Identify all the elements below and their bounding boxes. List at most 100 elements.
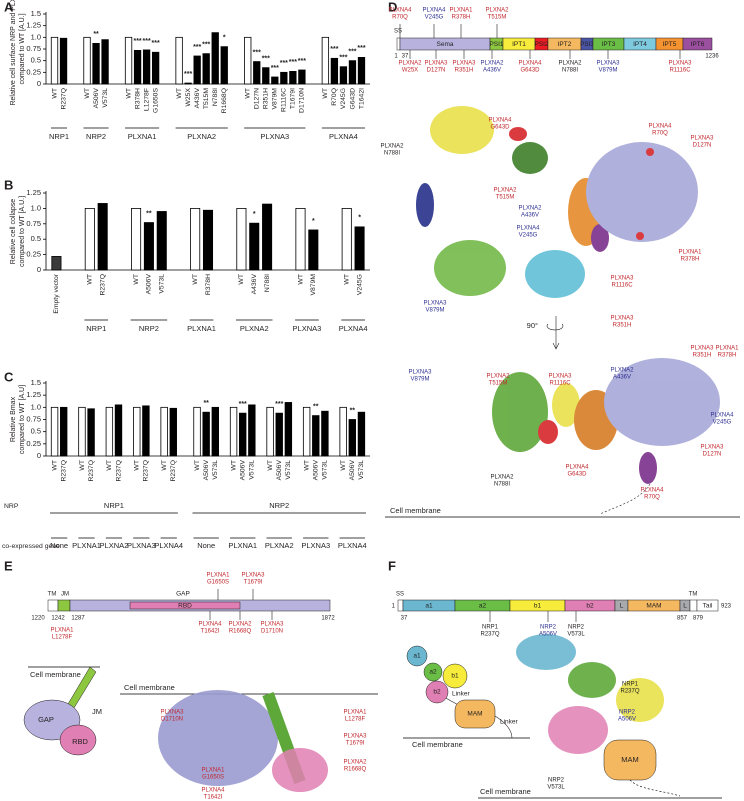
bar <box>87 408 95 457</box>
y-tick-label: 0 <box>37 451 41 460</box>
mutation-gene: PLXNA3 <box>668 61 692 67</box>
mutation-gene: PLXNA3 <box>241 573 265 579</box>
group-label: PLXNA1 <box>128 132 157 141</box>
mutation-name: R378H <box>452 15 471 21</box>
x-tick-label: R237Q <box>99 274 106 296</box>
x-tick-label: R378H <box>134 88 141 109</box>
y-axis-title: compared to WT [A.U] <box>19 385 26 454</box>
bar <box>193 406 201 457</box>
mutation-name: A506V <box>618 717 636 723</box>
x-tick-label: A506V <box>240 460 247 481</box>
mutation-gene: PLXNA1 <box>343 710 367 716</box>
position: 1242 <box>51 616 65 622</box>
mutation-name: R351H <box>455 68 474 74</box>
x-tick-label: R378H <box>205 274 212 295</box>
x-tick-label: V573L <box>358 460 365 480</box>
ipt2-blob <box>512 142 548 174</box>
domain-label: b2 <box>586 603 594 610</box>
group-label: PLXNA3 <box>127 541 156 550</box>
mutation-gene: PLXNA3 <box>690 136 714 142</box>
x-tick-label: D1710N <box>299 88 306 113</box>
mutation-name: A436V <box>483 68 501 74</box>
mutation-gene: PLXNA4 <box>710 413 734 419</box>
bar <box>312 415 320 457</box>
x-tick-label: A436V <box>194 88 201 109</box>
group-label: NRP1 <box>49 132 69 141</box>
x-tick-label: T515M <box>203 88 210 109</box>
sema-blob <box>604 358 720 446</box>
group-label: PLXNA1 <box>72 541 101 550</box>
significance: ** <box>350 407 356 414</box>
mutation-name: V245G <box>713 420 732 426</box>
bar <box>133 50 142 85</box>
linker-label: Linker <box>500 719 519 726</box>
x-tick-label: R237Q <box>170 460 177 482</box>
mutation-name: R70Q <box>392 15 408 21</box>
position: 879 <box>693 616 704 622</box>
mutation-name: A506V <box>539 632 557 638</box>
x-tick-label: V573L <box>102 88 109 108</box>
bar <box>330 57 339 85</box>
domain <box>47 599 59 612</box>
significance: *** <box>298 58 306 65</box>
group-label: NRP2 <box>139 324 159 333</box>
mutation-gene: PLXNA4 <box>201 788 225 794</box>
position: 37 <box>402 54 409 60</box>
y-tick-label: 0.5 <box>31 427 41 436</box>
mutation-name: D1710N <box>161 717 183 723</box>
mutation-gene: PLXNA2 <box>490 475 514 481</box>
membrane-label: Cell membrane <box>390 506 441 515</box>
x-tick-label: R70Q <box>331 88 338 106</box>
position: 857 <box>677 616 688 622</box>
y-tick-label: 0.25 <box>26 250 41 259</box>
x-tick-label: WT <box>230 460 237 471</box>
bar <box>190 207 201 271</box>
significance: ** <box>203 400 209 407</box>
significance: * <box>312 218 315 225</box>
mutation-gene: PLXNA4 <box>518 61 542 67</box>
mutation-name: D127N <box>703 452 722 458</box>
mutation-gene: NRP2 <box>548 778 565 784</box>
ipt1-blob <box>552 383 580 427</box>
mutation-name: T515M <box>489 381 508 387</box>
x-tick-label: WT <box>125 88 132 99</box>
x-tick-label: A436V <box>251 274 258 295</box>
x-tick-label: D127N <box>254 88 261 109</box>
bar <box>142 405 150 457</box>
x-tick-label: WT <box>192 274 199 285</box>
position: 923 <box>721 604 732 610</box>
domain-label: RBD <box>178 603 192 610</box>
position: 1872 <box>321 616 335 622</box>
domain-label: IPT5 <box>663 41 677 48</box>
membrane-label: Cell membrane <box>30 670 81 679</box>
y-tick-label: 0.5 <box>31 234 41 243</box>
mutation-name: R1668Q <box>229 629 252 635</box>
x-tick-label: V879M <box>310 274 317 296</box>
mutation-gene: PLXNA3 <box>610 316 634 322</box>
mutation-gene: PLXNA4 <box>388 8 412 14</box>
structure-view-2 <box>492 358 720 515</box>
bar <box>295 207 306 271</box>
group-label: PLXNA4 <box>154 541 183 550</box>
bar <box>175 36 183 85</box>
x-tick-label: WT <box>267 460 274 471</box>
x-tick-label: R237Q <box>115 460 122 482</box>
mutation-name: R378H <box>681 257 700 263</box>
y-tick-label: 0.75 <box>26 44 41 53</box>
domain-label: IPT6 <box>691 41 705 48</box>
significance: *** <box>357 45 365 52</box>
mutation-gene: PLXNA3 <box>423 301 447 307</box>
mutation-name: G1650S <box>202 775 224 781</box>
mutation-gene: PLXNA1 <box>715 346 739 352</box>
bar <box>133 406 141 457</box>
significance: ** <box>146 210 152 217</box>
x-tick-label: A506V <box>93 88 100 109</box>
bar <box>193 55 201 85</box>
bar <box>236 207 247 271</box>
group-label: PLXNA3 <box>260 132 289 141</box>
ipt-blob <box>492 372 548 452</box>
y-axis-title: Relative cell surface NRP and PLXN <box>10 0 17 106</box>
mutation-gene: PLXNA4 <box>640 488 664 494</box>
mutation-name: V879M <box>410 377 429 383</box>
